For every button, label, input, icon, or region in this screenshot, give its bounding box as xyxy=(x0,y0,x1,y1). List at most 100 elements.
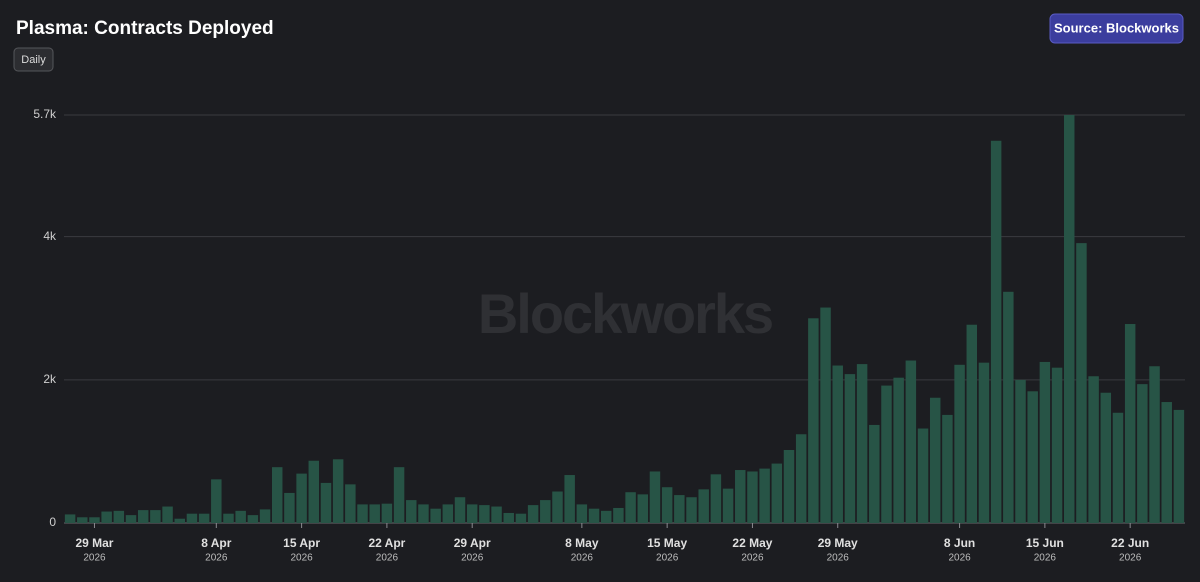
x-tick-year: 2026 xyxy=(948,553,971,564)
bar xyxy=(881,385,892,523)
y-tick-label: 4k xyxy=(43,229,57,243)
bar xyxy=(406,500,417,523)
x-tick-label: 8 Apr xyxy=(201,536,232,550)
bar xyxy=(332,459,344,523)
interval-button[interactable]: Daily xyxy=(13,47,54,72)
bar xyxy=(917,428,929,523)
bar xyxy=(564,475,575,523)
bar xyxy=(1064,115,1075,523)
interval-label: Daily xyxy=(21,54,46,66)
bar xyxy=(990,140,1002,523)
bar xyxy=(271,467,283,523)
x-tick-label: 8 May xyxy=(565,536,599,550)
x-tick-year: 2026 xyxy=(827,553,850,564)
bar xyxy=(588,508,600,523)
bar xyxy=(625,492,636,523)
x-tick-year: 2026 xyxy=(1119,553,1142,564)
bar xyxy=(296,473,307,523)
source-button-bg xyxy=(1049,13,1184,44)
bar xyxy=(223,513,234,523)
x-tick-label: 8 Jun xyxy=(944,536,975,550)
bar xyxy=(1149,366,1160,523)
bar xyxy=(393,467,405,523)
y-tick-label: 2k xyxy=(43,372,57,386)
bar xyxy=(1076,243,1087,523)
x-tick-year: 2026 xyxy=(741,553,764,564)
bar xyxy=(637,494,649,523)
bar xyxy=(942,414,953,523)
bar xyxy=(211,479,222,523)
bar xyxy=(89,517,100,523)
bar xyxy=(308,460,320,523)
bar xyxy=(369,504,380,523)
bar xyxy=(235,510,246,523)
bar xyxy=(844,374,856,523)
bar xyxy=(783,449,795,523)
bar xyxy=(613,507,624,523)
bar xyxy=(174,518,185,523)
bar xyxy=(1039,361,1051,523)
bar xyxy=(357,504,368,523)
bar xyxy=(771,463,783,523)
x-tick-label: 22 Jun xyxy=(1111,536,1149,550)
bar xyxy=(966,324,978,523)
bar xyxy=(247,515,259,523)
bar xyxy=(284,492,295,523)
x-tick-year: 2026 xyxy=(1034,553,1057,564)
bar xyxy=(77,517,88,523)
bar xyxy=(820,307,831,523)
x-tick-year: 2026 xyxy=(83,553,106,564)
bar xyxy=(320,482,332,523)
bar xyxy=(929,397,941,523)
x-tick-year: 2026 xyxy=(205,553,228,564)
bar xyxy=(710,474,722,523)
bar xyxy=(430,508,441,523)
bar xyxy=(515,513,527,523)
x-tick-year: 2026 xyxy=(376,553,399,564)
bar xyxy=(186,513,198,523)
x-tick-label: 22 Apr xyxy=(368,536,405,550)
source-button[interactable]: Source: Blockworks xyxy=(1049,13,1184,44)
watermark: Blockworks xyxy=(478,282,772,345)
interval-button-bg xyxy=(13,47,54,72)
x-tick-label: 15 Apr xyxy=(283,536,320,550)
bar xyxy=(747,471,758,523)
bar xyxy=(479,505,490,523)
source-label: Source: Blockworks xyxy=(1054,20,1179,35)
chart-title: Plasma: Contracts Deployed xyxy=(16,18,274,39)
bar xyxy=(1100,392,1112,523)
x-tick-label: 29 Apr xyxy=(454,536,491,550)
bar xyxy=(527,505,539,523)
bar xyxy=(64,514,76,523)
bar xyxy=(1027,391,1038,523)
bar xyxy=(198,513,210,523)
bar xyxy=(503,512,514,523)
bar xyxy=(1161,402,1172,523)
y-tick-label: 5.7k xyxy=(33,107,57,121)
bar xyxy=(735,470,746,523)
bar xyxy=(722,488,734,523)
bar xyxy=(113,510,125,523)
bar xyxy=(491,506,502,523)
bar xyxy=(1051,367,1063,523)
bar xyxy=(1015,379,1026,523)
bar xyxy=(576,504,588,523)
bar xyxy=(381,503,393,523)
x-tick-label: 15 May xyxy=(647,536,687,550)
bar xyxy=(893,377,904,523)
bar xyxy=(442,504,454,523)
bar xyxy=(125,515,137,523)
bar xyxy=(832,365,843,523)
x-tick-year: 2026 xyxy=(290,553,313,564)
bar xyxy=(1088,376,1099,523)
bar xyxy=(466,504,478,523)
bar xyxy=(978,362,990,523)
y-tick-label: 0 xyxy=(49,515,56,529)
bar xyxy=(454,497,466,523)
x-tick-year: 2026 xyxy=(461,553,484,564)
bar xyxy=(1003,291,1014,523)
bar xyxy=(954,364,965,523)
bar xyxy=(1173,409,1185,523)
bar xyxy=(1124,324,1136,523)
